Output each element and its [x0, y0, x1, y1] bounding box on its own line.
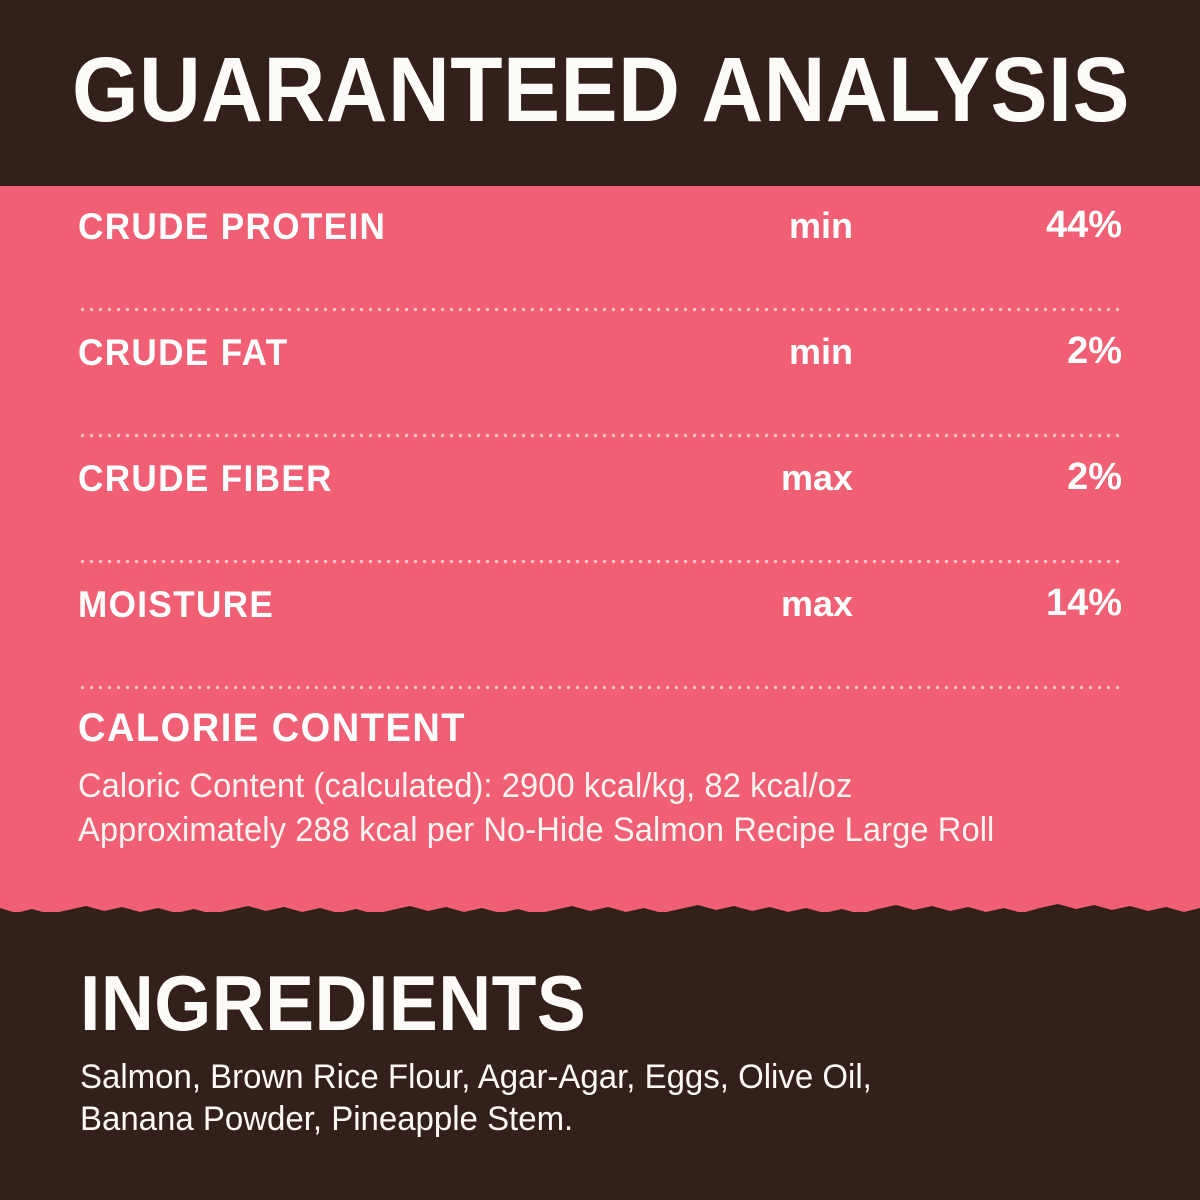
- ingredients-line-1: Salmon, Brown Rice Flour, Agar-Agar, Egg…: [80, 1058, 872, 1096]
- table-row: CRUDE FIBER max 2%: [78, 438, 1122, 564]
- ingredients-section: INGREDIENTS Salmon, Brown Rice Flour, Ag…: [0, 912, 1200, 1200]
- nutrient-value: 44%: [1045, 204, 1122, 246]
- calorie-content-line-1: Caloric Content (calculated): 2900 kcal/…: [78, 767, 853, 805]
- guaranteed-analysis-header: GUARANTEED ANALYSIS: [0, 0, 1200, 186]
- table-row: MOISTURE max 14%: [78, 564, 1122, 690]
- nutrient-label: MOISTURE: [78, 584, 275, 625]
- torn-edge-top-divider: [0, 168, 1200, 183]
- nutrient-qualifier: max: [780, 583, 853, 624]
- calorie-content-heading: CALORIE CONTENT: [78, 706, 467, 750]
- calorie-content-block: CALORIE CONTENT Caloric Content (calcula…: [78, 706, 1138, 852]
- nutrient-label: CRUDE FIBER: [78, 458, 333, 499]
- row-divider: [78, 559, 1122, 564]
- table-row: CRUDE PROTEIN min 44%: [78, 186, 1122, 312]
- page-title: GUARANTEED ANALYSIS: [72, 39, 1130, 141]
- calorie-content-line-2: Approximately 288 kcal per No-Hide Salmo…: [78, 811, 995, 849]
- nutrient-qualifier: min: [788, 331, 853, 372]
- nutrient-qualifier: min: [788, 205, 853, 246]
- ingredients-line-2: Banana Powder, Pineapple Stem.: [80, 1100, 574, 1138]
- nutrient-label: CRUDE PROTEIN: [78, 206, 387, 247]
- ingredients-list: Salmon, Brown Rice Flour, Agar-Agar, Egg…: [80, 1056, 1140, 1140]
- nutrient-label: CRUDE FAT: [78, 332, 289, 373]
- guaranteed-analysis-table: CRUDE PROTEIN min 44% CRUDE FAT min 2% C…: [0, 186, 1200, 912]
- nutrient-value: 14%: [1045, 582, 1122, 624]
- nutrient-value: 2%: [1067, 330, 1122, 372]
- torn-edge-bottom-divider: [0, 904, 1200, 922]
- table-row: CRUDE FAT min 2%: [78, 312, 1122, 438]
- ingredients-heading: INGREDIENTS: [80, 959, 587, 1047]
- nutrient-value: 2%: [1067, 456, 1122, 498]
- row-divider: [78, 685, 1122, 690]
- row-divider: [78, 433, 1122, 438]
- nutrient-qualifier: max: [780, 457, 853, 498]
- row-divider: [78, 307, 1122, 312]
